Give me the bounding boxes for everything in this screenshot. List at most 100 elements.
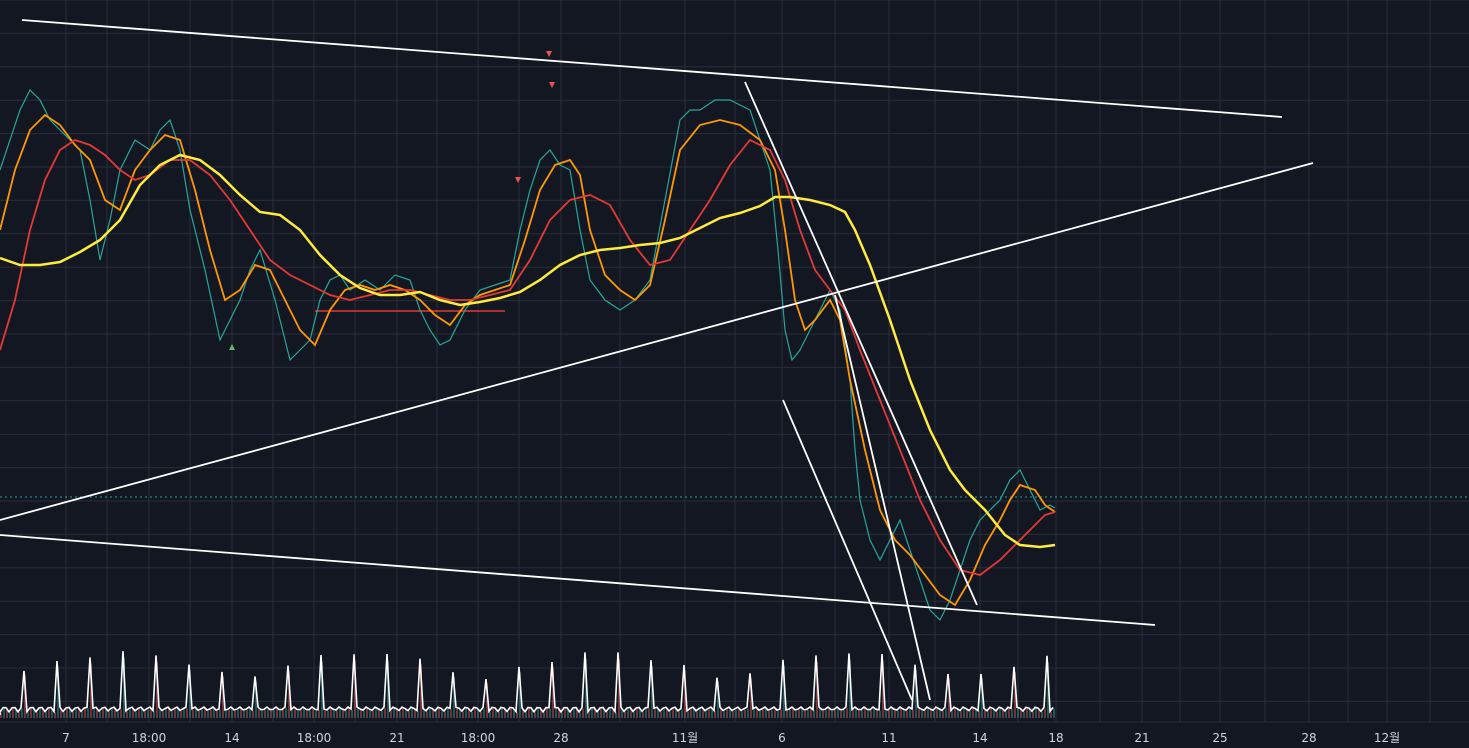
volume-bar (990, 708, 992, 718)
moving-average-fast (0, 113, 1056, 607)
volume-bar (708, 709, 710, 718)
volume-bar (897, 710, 899, 718)
volume-bar (321, 661, 323, 718)
volume-bar (423, 709, 425, 718)
volume-bar (354, 660, 356, 718)
volume-bar (258, 708, 260, 718)
volume-bar (390, 711, 392, 718)
volume-bar (684, 670, 686, 718)
volume-bar (717, 681, 719, 718)
volume-bar (810, 708, 812, 718)
volume-bar (339, 708, 341, 718)
volume-bar (483, 708, 485, 718)
volume-bar (696, 711, 698, 718)
volume-bar (825, 710, 827, 718)
volume-bar (1038, 709, 1040, 718)
trend-line (782, 399, 913, 701)
volume-bar (93, 709, 95, 718)
trend-line (834, 294, 931, 701)
volume-bar (978, 711, 980, 718)
volume-bar (42, 708, 44, 718)
volume-bar (558, 708, 560, 718)
volume-bar (591, 708, 593, 718)
volume-bar (660, 711, 662, 718)
x-tick-label: 25 (1212, 731, 1227, 745)
volume-bar (24, 675, 26, 718)
volume-bar (543, 712, 545, 718)
volume-bar (63, 712, 65, 718)
volume-bar (606, 712, 608, 718)
volume-bar (723, 711, 725, 718)
volume-bar (507, 712, 509, 718)
volume-bar (306, 710, 308, 718)
volume-bar (96, 708, 98, 718)
volume-bar (732, 711, 734, 718)
volume-bar (951, 711, 953, 718)
volume-bar (453, 676, 455, 718)
volume-bar (330, 708, 332, 718)
volume-bar (630, 708, 632, 718)
volume-bar (1035, 708, 1037, 718)
x-tick-label: 14 (224, 731, 239, 745)
volume-bar (27, 712, 29, 718)
volume-bar (957, 709, 959, 718)
volume-bar (99, 711, 101, 718)
volume-bar (396, 709, 398, 718)
volume-bar (411, 708, 413, 718)
volume-bar (447, 708, 449, 718)
x-tick-label: 28 (1301, 731, 1316, 745)
volume-bar (822, 710, 824, 718)
volume-bar (195, 708, 197, 718)
x-tick-label: 18:00 (132, 731, 167, 745)
volume-bar (1002, 709, 1004, 718)
volume-bar (834, 710, 836, 718)
volume-bar (105, 708, 107, 718)
volume-bar (705, 711, 707, 718)
volume-bar (525, 712, 527, 718)
volume-bar (768, 710, 770, 718)
volume-bar (882, 660, 884, 718)
volume-bar (741, 711, 743, 718)
volume-bar (981, 678, 983, 718)
x-tick-label: 11월 (672, 731, 698, 745)
volume-bar (756, 708, 758, 718)
volume-bar (552, 667, 554, 718)
volume-bar (498, 712, 500, 718)
volume-bar (78, 708, 80, 718)
volume-bar (267, 708, 269, 718)
volume-bar (753, 709, 755, 718)
x-tick-label: 18:00 (461, 731, 496, 745)
volume-bar (1053, 708, 1055, 718)
volume-bar (3, 708, 5, 718)
trend-lines (0, 19, 1314, 701)
volume-bar (135, 711, 137, 718)
volume-bar (675, 708, 677, 718)
volume-bar (264, 710, 266, 718)
volume-bar (699, 709, 701, 718)
volume-bar (363, 710, 365, 718)
volume-bar (621, 708, 623, 718)
volume-bar (831, 710, 833, 718)
volume-bar (921, 709, 923, 718)
volume-bar (603, 708, 605, 718)
volume-bar (270, 710, 272, 718)
x-tick-label: 21 (1134, 731, 1149, 745)
volume-bar (417, 711, 419, 718)
volume-bar (225, 710, 227, 718)
volume-bar (873, 708, 875, 718)
volume-bar (783, 665, 785, 718)
volume-bar (213, 708, 215, 718)
volume-bar (345, 710, 347, 718)
volume-bar (762, 709, 764, 718)
volume-bar (84, 709, 86, 718)
signal-markers (229, 51, 555, 350)
volume-bar (294, 708, 296, 718)
volume-bar (66, 709, 68, 718)
volume-bar (969, 711, 971, 718)
volume-bar (987, 711, 989, 718)
volume-bar (432, 709, 434, 718)
volume-bar (282, 710, 284, 718)
volume-bar (972, 708, 974, 718)
volume-bar (759, 710, 761, 718)
